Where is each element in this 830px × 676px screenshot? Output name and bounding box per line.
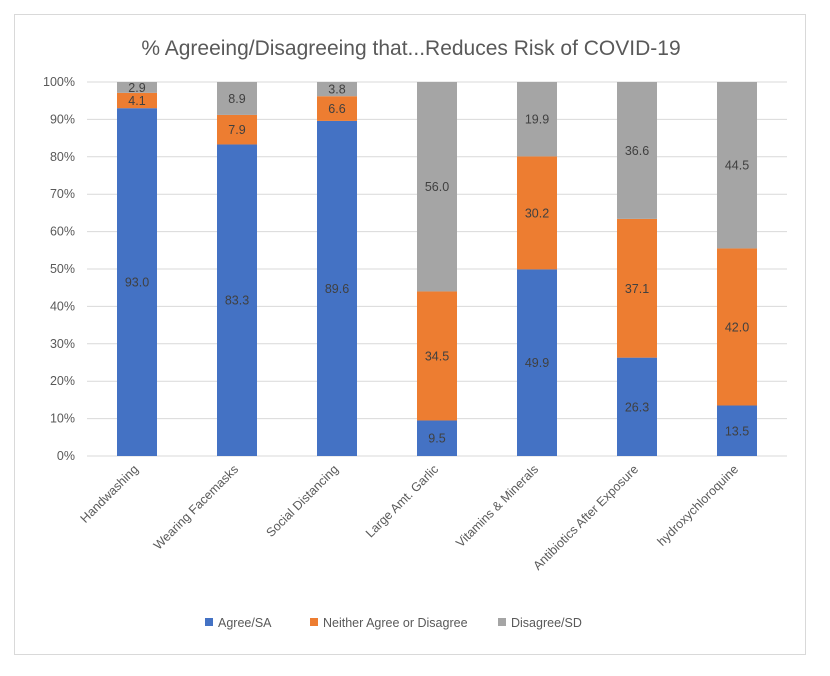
x-category-label: Vitamins & Minerals [453, 462, 541, 550]
y-tick-label: 0% [57, 449, 75, 463]
bar-segment [617, 357, 657, 456]
data-label: 49.9 [525, 356, 549, 370]
legend-label: Neither Agree or Disagree [323, 616, 468, 630]
data-label: 2.9 [128, 81, 145, 95]
x-category-label: Large Amt. Garlic [363, 462, 441, 540]
bar-segment [317, 82, 357, 97]
bar-segment [417, 420, 457, 456]
y-tick-label: 60% [50, 225, 75, 239]
data-label: 37.1 [625, 282, 649, 296]
x-axis-categories: Handwashing Wearing Facemasks Social Dista… [78, 462, 741, 573]
bar-segment [717, 405, 757, 456]
bar-segment [717, 248, 757, 406]
bar-segment [217, 82, 257, 115]
data-label: 9.5 [428, 432, 445, 446]
bar-segment [217, 144, 257, 456]
bar-segment [317, 120, 357, 457]
bar-segment [217, 114, 257, 145]
data-label: 56.0 [425, 180, 449, 194]
y-tick-label: 70% [50, 187, 75, 201]
data-label: 34.5 [425, 349, 449, 363]
y-tick-label: 80% [50, 150, 75, 164]
chart-container: % Agreeing/Disagreeing that...Reduces Ri… [14, 14, 806, 655]
data-label: 93.0 [125, 276, 149, 290]
data-label: 4.1 [128, 94, 145, 108]
bar-segment [717, 82, 757, 249]
legend-label: Agree/SA [218, 616, 272, 630]
data-label: 89.6 [325, 282, 349, 296]
bar-segment [417, 291, 457, 421]
data-label: 26.3 [625, 400, 649, 414]
bar-segment [117, 108, 157, 457]
data-label: 6.6 [328, 102, 345, 116]
data-label: 83.3 [225, 294, 249, 308]
y-axis-ticks: 0% 10% 20% 30% 40% 50% 60% 70% 80% 90% 100% [43, 75, 75, 463]
bar-segment [517, 269, 557, 456]
data-label: 13.5 [725, 424, 749, 438]
legend: Agree/SA Neither Agree or Disagree Disagre… [205, 616, 582, 630]
y-tick-label: 90% [50, 112, 75, 126]
y-tick-label: 10% [50, 412, 75, 426]
x-category-label: Wearing Facemasks [151, 462, 241, 552]
x-category-label: hydroxychloroquine [655, 462, 742, 549]
data-label: 36.6 [625, 144, 649, 158]
x-category-label: Social Distancing [263, 462, 341, 540]
bar-segment [517, 82, 557, 157]
data-label: 30.2 [525, 206, 549, 220]
bar-segment [117, 82, 157, 93]
y-tick-label: 20% [50, 374, 75, 388]
legend-label: Disagree/SD [511, 616, 582, 630]
bar-segment [417, 82, 457, 292]
bars [117, 82, 757, 457]
data-labels: 93.0 4.12.9 83.3 7.9 8.9 89.6 6.6 3.8 9.5 34.5 56.… [125, 81, 749, 446]
x-category-label: Antibiotics After Exposure [531, 462, 642, 573]
data-label: 7.9 [228, 123, 245, 137]
bar-segment [617, 82, 657, 219]
legend-swatch [310, 618, 318, 626]
data-label: 44.5 [725, 159, 749, 173]
bar-segment [617, 218, 657, 358]
chart-title: % Agreeing/Disagreeing that...Reduces Ri… [141, 37, 680, 60]
bar-segment [517, 156, 557, 270]
data-label: 19.9 [525, 113, 549, 127]
bar-segment [117, 92, 157, 109]
legend-swatch [498, 618, 506, 626]
bar-segment [317, 96, 357, 121]
y-tick-label: 100% [43, 75, 75, 89]
y-tick-label: 50% [50, 262, 75, 276]
data-label: 42.0 [725, 320, 749, 334]
y-tick-label: 40% [50, 299, 75, 313]
legend-swatch [205, 618, 213, 626]
y-tick-label: 30% [50, 337, 75, 351]
x-category-label: Handwashing [78, 462, 141, 525]
chart-canvas: % Agreeing/Disagreeing that...Reduces Ri… [43, 37, 787, 630]
data-label: 8.9 [228, 92, 245, 106]
data-label: 3.8 [328, 83, 345, 97]
